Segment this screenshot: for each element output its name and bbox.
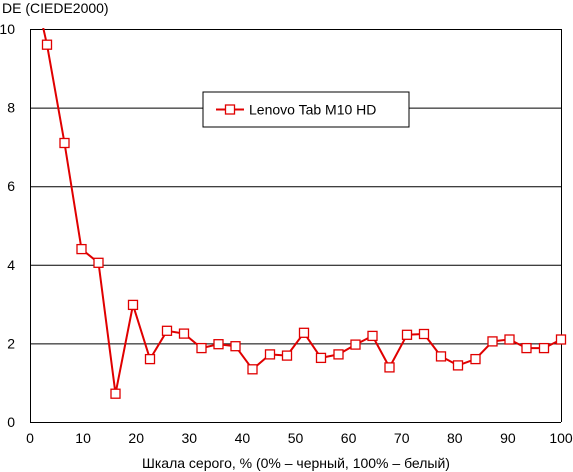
x-tick-label: 80	[447, 430, 463, 446]
data-point-marker	[41, 39, 53, 50]
data-point-marker	[213, 339, 224, 350]
data-point-marker	[178, 328, 190, 339]
grid-lines	[30, 29, 561, 345]
x-tick-label: 90	[500, 430, 516, 446]
y-tick-label: 6	[7, 178, 15, 194]
series	[41, 28, 567, 399]
x-tick-label: 100	[549, 430, 573, 446]
y-tick-label: 0	[7, 414, 15, 430]
x-tick-label: 30	[182, 430, 198, 446]
data-point-marker	[281, 350, 293, 361]
x-tick-label: 50	[288, 430, 304, 446]
data-point-marker	[487, 336, 498, 347]
data-point-marker	[504, 334, 515, 345]
data-point-marker	[196, 342, 207, 354]
x-tick-label: 40	[235, 430, 251, 446]
data-point-marker	[555, 334, 567, 345]
data-point-marker	[298, 327, 310, 338]
y-axis-title: DE (CIEDE2000)	[2, 0, 109, 16]
y-tick-label: 10	[0, 21, 15, 37]
legend-label: Lenovo Tab M10 HD	[249, 102, 376, 118]
data-point-marker	[538, 342, 550, 354]
data-point-marker	[401, 329, 413, 340]
data-point-marker	[350, 339, 361, 350]
x-tick-label: 0	[26, 430, 34, 446]
data-point-marker	[384, 362, 395, 373]
data-point-marker	[59, 137, 70, 149]
x-tick-label: 70	[394, 430, 410, 446]
data-point-marker	[418, 328, 430, 340]
y-tick-label: 4	[7, 257, 15, 273]
x-tick-label: 20	[128, 430, 144, 446]
data-point-marker	[247, 364, 258, 375]
data-point-marker	[161, 325, 173, 336]
data-point-marker	[93, 257, 104, 268]
x-axis-title: Шкала серого, % (0% – черный, 100% – бел…	[142, 455, 450, 471]
data-point-marker	[110, 388, 121, 399]
data-point-marker	[521, 342, 532, 354]
y-tick-label: 8	[7, 100, 15, 116]
x-tick-label: 10	[75, 430, 91, 446]
data-point-marker	[315, 352, 327, 364]
y-tick-label: 2	[7, 335, 15, 351]
data-point-marker	[452, 360, 464, 371]
data-point-marker	[367, 330, 378, 342]
data-point-marker	[230, 341, 241, 352]
data-point-marker	[333, 349, 344, 360]
data-point-marker	[470, 353, 481, 365]
axes	[30, 29, 562, 423]
data-point-marker	[435, 351, 447, 362]
legend: Lenovo Tab M10 HD	[202, 91, 410, 128]
legend-marker	[224, 104, 236, 115]
data-point-marker	[144, 353, 156, 365]
data-point-marker	[76, 243, 87, 255]
data-point-marker	[264, 349, 276, 360]
x-tick-label: 60	[341, 430, 357, 446]
data-point-marker	[127, 299, 139, 311]
